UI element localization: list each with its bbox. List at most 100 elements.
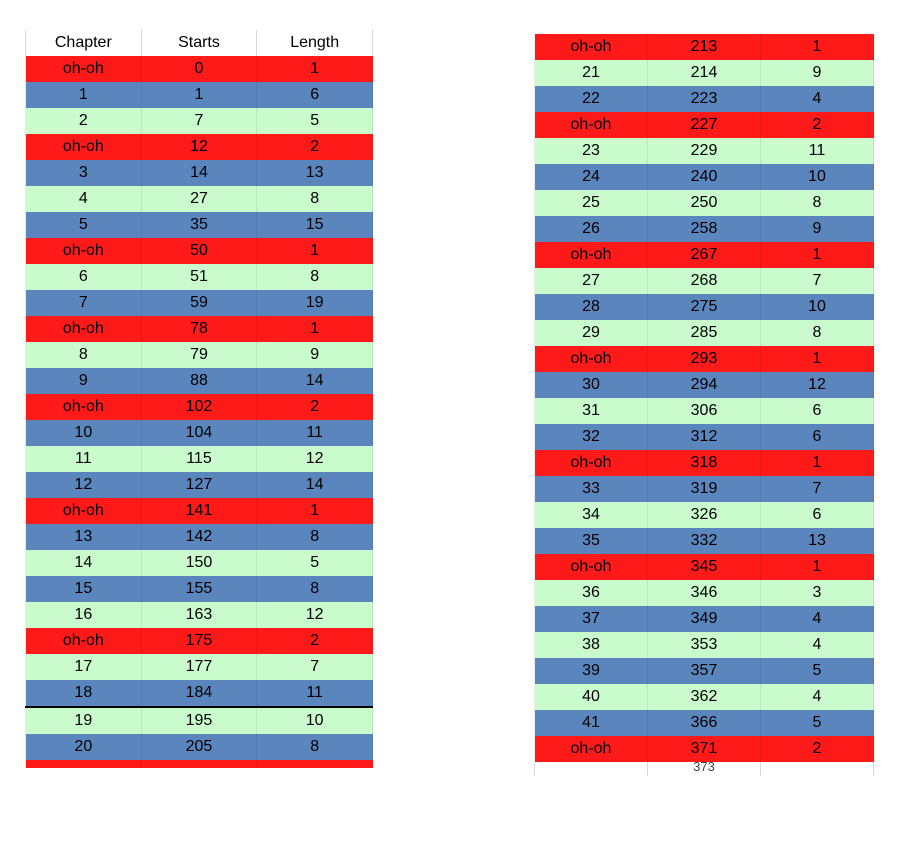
length-cell[interactable]: 2 (760, 736, 874, 762)
length-cell[interactable]: 5 (760, 658, 874, 684)
chapter-cell[interactable]: 15 (25, 576, 142, 602)
starts-cell[interactable]: 349 (647, 606, 761, 632)
starts-cell[interactable]: 195 (140, 706, 258, 734)
starts-cell[interactable]: 268 (647, 268, 761, 294)
starts-cell[interactable]: 345 (647, 554, 761, 580)
length-cell[interactable]: 13 (760, 528, 874, 554)
starts-cell[interactable]: 78 (140, 316, 258, 342)
length-cell[interactable]: 1 (256, 238, 373, 264)
chapter-cell[interactable]: 5 (25, 212, 142, 238)
starts-cell[interactable]: 0 (140, 56, 258, 82)
header-chapter[interactable]: Chapter (25, 30, 142, 56)
starts-cell[interactable]: 51 (140, 264, 258, 290)
length-cell[interactable]: 9 (760, 216, 874, 242)
starts-cell[interactable]: 175 (140, 628, 258, 654)
starts-cell[interactable]: 59 (140, 290, 258, 316)
starts-cell[interactable]: 312 (647, 424, 761, 450)
starts-cell[interactable]: 7 (140, 108, 258, 134)
chapter-cell[interactable]: 14 (25, 550, 142, 576)
chapter-cell[interactable]: oh-oh (534, 346, 648, 372)
starts-cell[interactable]: 353 (647, 632, 761, 658)
chapter-cell[interactable]: 13 (25, 524, 142, 550)
length-cell[interactable]: 4 (760, 86, 874, 112)
chapter-cell[interactable]: 3 (25, 160, 142, 186)
chapter-cell[interactable]: 39 (534, 658, 648, 684)
chapter-cell[interactable]: oh-oh (534, 112, 648, 138)
chapter-cell[interactable]: 16 (25, 602, 142, 628)
length-cell[interactable]: 8 (256, 734, 373, 760)
chapter-cell[interactable]: oh-oh (534, 554, 648, 580)
starts-cell[interactable]: 50 (140, 238, 258, 264)
length-cell[interactable]: 6 (760, 424, 874, 450)
length-cell[interactable]: 8 (256, 576, 373, 602)
starts-cell[interactable]: 258 (647, 216, 761, 242)
chapter-cell[interactable]: 34 (534, 502, 648, 528)
starts-cell[interactable]: 319 (647, 476, 761, 502)
chapter-cell[interactable]: 29 (534, 320, 648, 346)
length-cell[interactable]: 10 (760, 294, 874, 320)
chapter-cell[interactable]: 4 (25, 186, 142, 212)
starts-cell[interactable]: 115 (140, 446, 258, 472)
length-cell[interactable]: 10 (760, 164, 874, 190)
chapter-cell[interactable]: oh-oh (534, 242, 648, 268)
chapter-cell[interactable]: 37 (534, 606, 648, 632)
chapter-cell[interactable]: 40 (534, 684, 648, 710)
empty-cell[interactable] (25, 760, 142, 768)
length-cell[interactable]: 9 (760, 60, 874, 86)
chapter-cell[interactable] (534, 762, 648, 776)
length-cell[interactable]: 1 (760, 34, 874, 60)
starts-cell[interactable]: 346 (647, 580, 761, 606)
starts-cell[interactable]: 326 (647, 502, 761, 528)
chapter-cell[interactable]: 23 (534, 138, 648, 164)
starts-cell[interactable]: 267 (647, 242, 761, 268)
starts-cell[interactable]: 275 (647, 294, 761, 320)
chapter-cell[interactable]: 36 (534, 580, 648, 606)
chapter-cell[interactable]: oh-oh (25, 316, 142, 342)
length-cell[interactable]: 1 (760, 554, 874, 580)
chapter-cell[interactable]: 19 (25, 706, 142, 734)
chapter-cell[interactable]: oh-oh (25, 628, 142, 654)
starts-cell[interactable]: 294 (647, 372, 761, 398)
starts-cell[interactable]: 79 (140, 342, 258, 368)
chapter-cell[interactable]: 11 (25, 446, 142, 472)
length-cell[interactable]: 1 (760, 242, 874, 268)
length-cell[interactable]: 12 (760, 372, 874, 398)
starts-cell[interactable]: 357 (647, 658, 761, 684)
chapter-cell[interactable]: oh-oh (25, 238, 142, 264)
starts-cell[interactable]: 285 (647, 320, 761, 346)
length-cell[interactable]: 8 (760, 320, 874, 346)
length-cell[interactable]: 19 (256, 290, 373, 316)
starts-cell[interactable]: 213 (647, 34, 761, 60)
chapter-cell[interactable]: 7 (25, 290, 142, 316)
length-cell[interactable]: 14 (256, 472, 373, 498)
chapter-cell[interactable]: 24 (534, 164, 648, 190)
starts-cell[interactable]: 184 (140, 680, 258, 707)
starts-cell[interactable]: 366 (647, 710, 761, 736)
starts-cell[interactable]: 88 (140, 368, 258, 394)
starts-cell[interactable]: 223 (647, 86, 761, 112)
chapter-cell[interactable]: 41 (534, 710, 648, 736)
starts-cell[interactable]: 318 (647, 450, 761, 476)
length-cell[interactable]: 7 (760, 268, 874, 294)
chapter-cell[interactable]: 35 (534, 528, 648, 554)
chapter-cell[interactable]: 38 (534, 632, 648, 658)
length-cell[interactable]: 11 (760, 138, 874, 164)
length-cell[interactable]: 5 (760, 710, 874, 736)
chapter-cell[interactable]: oh-oh (25, 134, 142, 160)
length-cell[interactable]: 7 (256, 654, 373, 680)
starts-cell[interactable]: 163 (140, 602, 258, 628)
starts-cell[interactable]: 240 (647, 164, 761, 190)
length-cell[interactable] (760, 762, 874, 776)
chapter-cell[interactable]: 6 (25, 264, 142, 290)
length-cell[interactable]: 8 (256, 264, 373, 290)
starts-cell[interactable]: 362 (647, 684, 761, 710)
starts-cell[interactable]: 250 (647, 190, 761, 216)
starts-cell[interactable]: 155 (140, 576, 258, 602)
chapter-cell[interactable]: 30 (534, 372, 648, 398)
length-cell[interactable]: 13 (256, 160, 373, 186)
chapter-cell[interactable]: oh-oh (25, 56, 142, 82)
starts-cell[interactable]: 14 (140, 160, 258, 186)
header-length[interactable]: Length (256, 30, 373, 56)
length-cell[interactable]: 4 (760, 684, 874, 710)
length-cell[interactable]: 6 (256, 82, 373, 108)
